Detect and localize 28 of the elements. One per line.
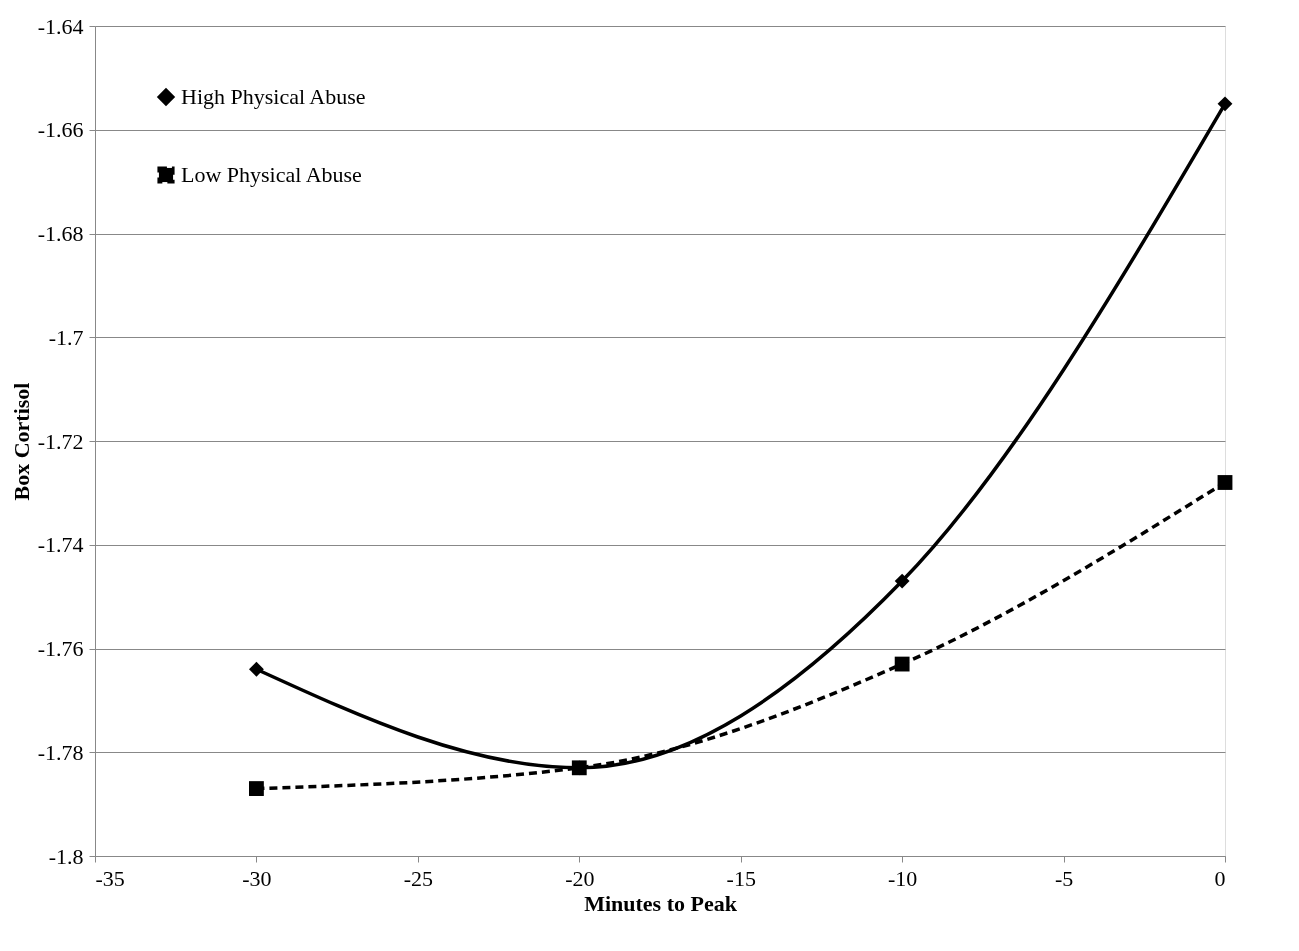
y-tick-label: -1.74 — [37, 532, 84, 558]
x-tick-label: -15 — [726, 865, 756, 891]
x-tick-label: -10 — [887, 865, 918, 891]
point — [1217, 96, 1233, 112]
y-tick-label: -1.66 — [37, 117, 84, 143]
point — [571, 760, 587, 776]
point — [894, 656, 910, 672]
x-tick-label: -30 — [242, 865, 272, 891]
y-axis-title: Box Cortisol — [8, 382, 34, 501]
x-axis-title: Minutes to Peak — [584, 890, 738, 916]
point — [249, 661, 264, 677]
legend-label: Low Physical Abuse — [181, 162, 362, 187]
x-tick-label: -35 — [95, 865, 125, 891]
y-tick-label: -1.76 — [37, 636, 84, 661]
point — [249, 781, 264, 796]
y-tick-label: -1.8 — [48, 843, 84, 869]
y-tick-label: -1.68 — [37, 221, 84, 246]
y-tick-label: -1.78 — [37, 739, 84, 765]
point — [894, 573, 910, 589]
y-tick-label: -1.7 — [48, 324, 84, 350]
x-tick-label: 0 — [1214, 865, 1226, 891]
x-tick-label: -20 — [565, 865, 595, 891]
y-tick-label: -1.72 — [37, 428, 84, 454]
legend-label: High Physical Abuse — [181, 84, 366, 109]
y-tick-label: -1.64 — [37, 13, 84, 39]
point — [1217, 475, 1233, 490]
x-tick-label: -25 — [403, 865, 434, 891]
x-tick-label: -5 — [1054, 865, 1074, 891]
